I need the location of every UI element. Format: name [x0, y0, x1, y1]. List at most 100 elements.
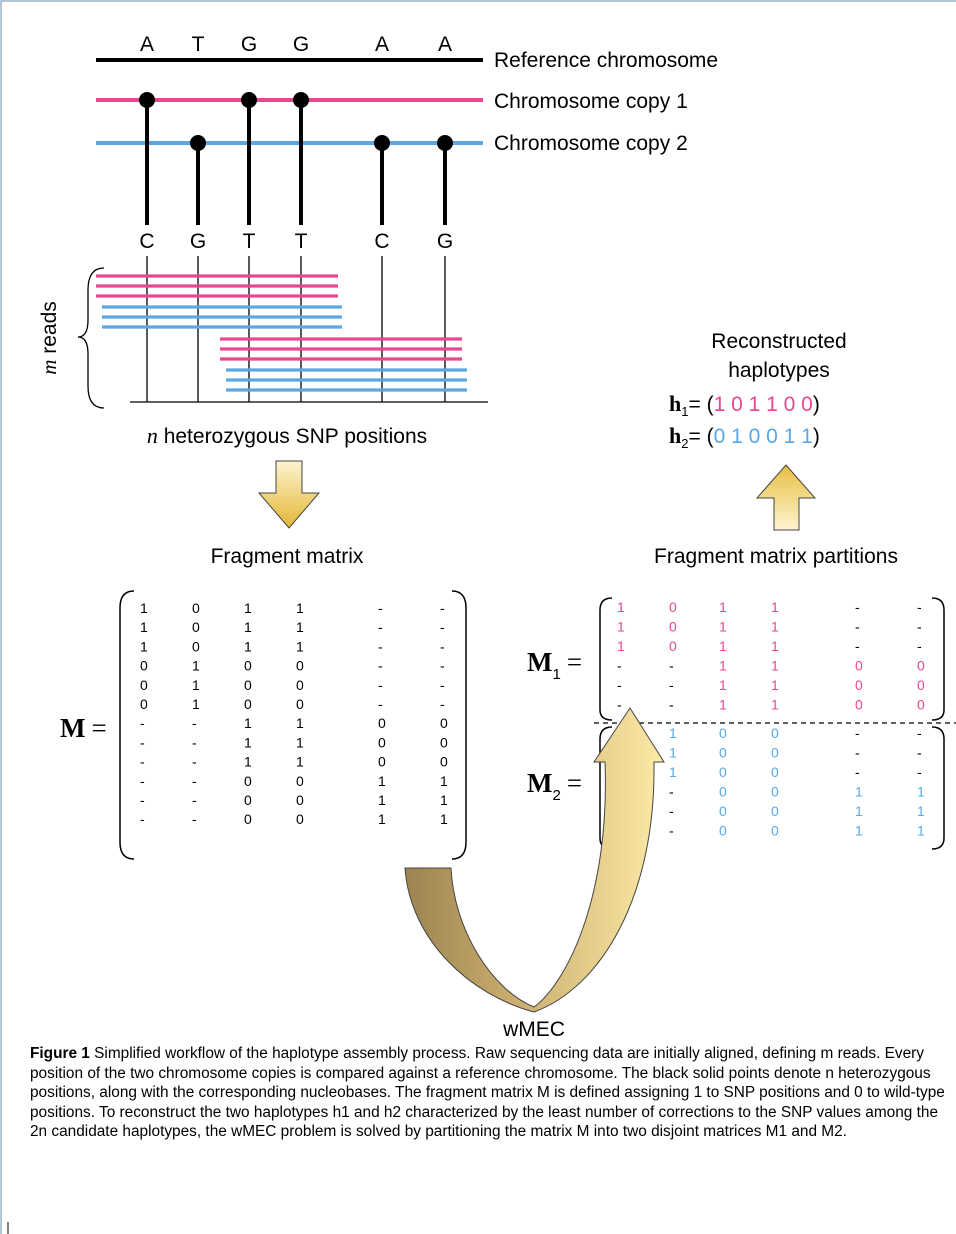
- matrix-cell: 0: [719, 764, 727, 780]
- matrix-cell: 0: [719, 823, 727, 839]
- matrix-cell: 0: [296, 773, 304, 789]
- down-arrow: [257, 460, 321, 529]
- reference-base: A: [438, 33, 452, 56]
- matrix-cell: 0: [855, 677, 863, 693]
- matrix-cell: 1: [771, 638, 779, 654]
- alt-base: T: [243, 230, 256, 253]
- chromosome-copy2-label: Chromosome copy 2: [494, 132, 688, 155]
- matrix-cell: -: [378, 696, 383, 712]
- matrix-cell: 1: [192, 696, 200, 712]
- matrix-cell: 1: [140, 638, 148, 654]
- snp-positions-label: n heterozygous SNP positions: [147, 423, 427, 448]
- fragment-matrix-title: Fragment matrix: [211, 545, 364, 568]
- reference-base: T: [192, 33, 205, 56]
- reference-bases: A T G G A A: [140, 33, 452, 56]
- matrix-cell: 0: [296, 658, 304, 674]
- matrix-cell: 0: [440, 754, 448, 770]
- matrix-cell: -: [917, 619, 922, 635]
- matrix-cell: 1: [771, 658, 779, 674]
- matrix-cell: 0: [378, 754, 386, 770]
- reference-base: A: [375, 33, 389, 56]
- matrix-cell: 1: [192, 658, 200, 674]
- matrix-cell: 0: [244, 811, 252, 827]
- haplotype-h1: h1= (1 0 1 1 0 0): [669, 391, 820, 419]
- matrix-cell: -: [917, 745, 922, 761]
- matrix-cell: 1: [855, 823, 863, 839]
- m1-right-bracket: [931, 597, 945, 721]
- matrix-cell: 0: [192, 600, 200, 616]
- matrix-cell: 1: [140, 619, 148, 635]
- caption-text: Simplified workflow of the haplotype ass…: [30, 1045, 945, 1141]
- wmec-label: wMEC: [502, 1018, 565, 1040]
- matrix-cell: 1: [296, 754, 304, 770]
- matrix-cell: 1: [440, 811, 448, 827]
- matrix-cell: -: [440, 619, 445, 635]
- matrix-cell: 0: [296, 677, 304, 693]
- matrix-cell: 1: [244, 638, 252, 654]
- snp-point: [293, 92, 309, 108]
- matrix-cell: 1: [440, 792, 448, 808]
- matrix-cell: 0: [244, 792, 252, 808]
- matrix-cell: -: [917, 725, 922, 741]
- matrix-cell: -: [440, 658, 445, 674]
- snp-point: [139, 92, 155, 108]
- matrix-cell: 0: [771, 803, 779, 819]
- m1-matrix-cells: 1 0 1 1 - - 1 0 1 1 - - 1 0 1 1 - - - - 1 1 0 0 - - 1 1 0 0 - - 1 1 0 0: [617, 599, 925, 713]
- matrix-cell: 1: [719, 677, 727, 693]
- matrix-cell: 1: [296, 600, 304, 616]
- matrix-cell: 0: [855, 697, 863, 713]
- matrix-cell: -: [192, 773, 197, 789]
- snp-point: [374, 135, 390, 151]
- matrix-cell: 1: [771, 619, 779, 635]
- matrix-cell: 0: [140, 696, 148, 712]
- matrix-cell: 1: [296, 715, 304, 731]
- matrix-cell: 0: [244, 677, 252, 693]
- matrix-cell: -: [617, 658, 622, 674]
- m1-symbol: M1 =: [527, 647, 582, 683]
- matrix-cell: -: [192, 754, 197, 770]
- matrix-cell: 0: [771, 784, 779, 800]
- matrix-cell: 0: [771, 745, 779, 761]
- snp-points: [139, 92, 453, 151]
- m2-symbol: M2 =: [527, 768, 582, 804]
- matrix-cell: -: [669, 784, 674, 800]
- matrix-cell: 0: [917, 697, 925, 713]
- matrix-cell: 0: [719, 784, 727, 800]
- matrix-cell: -: [440, 638, 445, 654]
- matrix-cell: 1: [917, 803, 925, 819]
- matrix-cell: -: [855, 638, 860, 654]
- alt-base: G: [190, 230, 206, 253]
- matrix-cell: 1: [771, 697, 779, 713]
- matrix-cell: -: [192, 734, 197, 750]
- fragment-matrix-cells: 1 0 1 1 - - 1 0 1 1 - - 1 0 1 1 - - 0 1 0 0 - - 0 1 0 0 - - 0 1 0 0 - - - - 1 1…: [140, 600, 448, 827]
- matrix-cell: 1: [719, 697, 727, 713]
- matrix-symbol: M =: [60, 713, 107, 743]
- matrix-cell: -: [855, 619, 860, 635]
- matrix-cell: -: [140, 734, 145, 750]
- alt-base: C: [374, 230, 389, 253]
- snp-stems: [145, 100, 447, 225]
- alt-bases: C G T T C G: [139, 230, 453, 253]
- matrix-cell: 1: [771, 677, 779, 693]
- matrix-cell: 0: [719, 725, 727, 741]
- matrix-cell: 0: [378, 734, 386, 750]
- matrix-cell: -: [669, 697, 674, 713]
- matrix-cell: 0: [771, 764, 779, 780]
- matrix-cell: 1: [440, 773, 448, 789]
- reference-base: G: [293, 33, 309, 56]
- matrix-cell: -: [917, 764, 922, 780]
- matrix-cell: 1: [617, 619, 625, 635]
- reads-axis-label: m reads: [37, 301, 61, 375]
- matrix-cell: -: [378, 619, 383, 635]
- matrix-cell: 1: [719, 658, 727, 674]
- matrix-cell: 0: [719, 803, 727, 819]
- matrix-cell: -: [669, 823, 674, 839]
- matrix-cell: -: [192, 811, 197, 827]
- matrix-cell: -: [617, 677, 622, 693]
- matrix-cell: 1: [855, 784, 863, 800]
- matrix-cell: 0: [244, 773, 252, 789]
- matrix-cell: 0: [669, 619, 677, 635]
- matrix-cell: -: [378, 658, 383, 674]
